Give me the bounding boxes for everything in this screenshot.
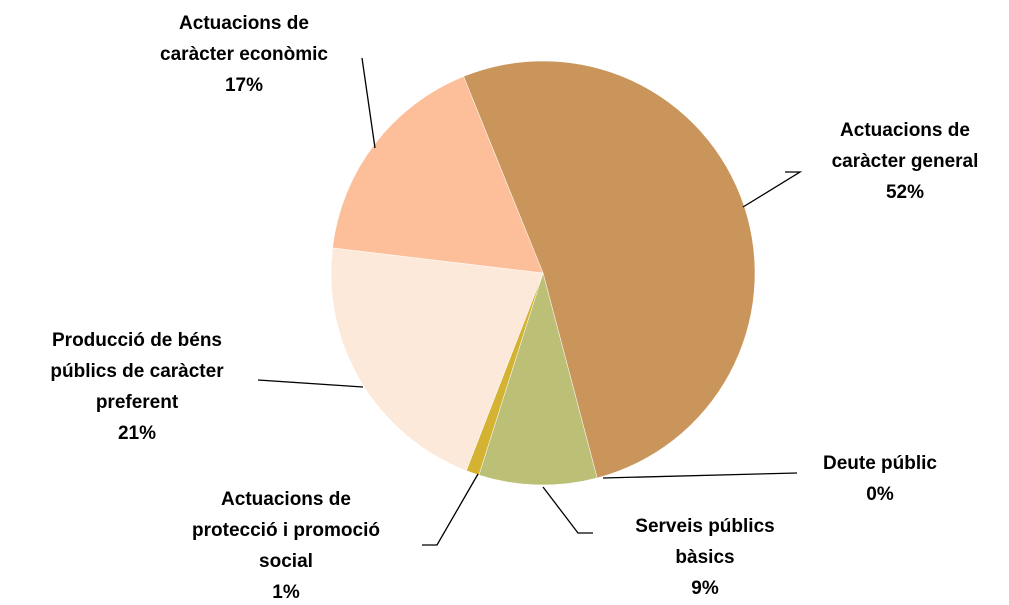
slice-label: Serveis públics bàsics 9% [635,511,774,604]
slice-name: Deute públic [822,453,938,474]
slice-label: Actuacions de caràcter general 52% [832,115,979,208]
slice-name: Serveis públics bàsics [635,516,775,568]
slice-label: Actuacions de protecció i promoció socia… [192,484,380,605]
leader-line [542,486,593,534]
pie-slice [478,272,598,486]
leader-line [361,57,376,149]
slice-label: Producció de béns públics de caràcter pr… [50,325,223,449]
slice-name: Actuacions de caràcter general [831,120,979,172]
slice-percent: 17% [224,75,264,96]
slice-label: Actuacions de caràcter econòmic 17% [160,8,328,101]
slice-percent: 0% [866,484,894,505]
leader-line [602,472,798,479]
slice-name: Actuacions de caràcter econòmic [160,13,328,65]
slice-percent: 1% [272,582,300,603]
slice-percent: 21% [117,423,157,444]
slice-name: Actuacions de protecció i promoció socia… [192,489,380,572]
slice-label: Deute públic 0% [823,448,937,510]
leader-lines [257,57,803,546]
slice-percent: 9% [691,578,719,599]
slice-percent: 52% [885,182,925,203]
pie-slice [330,247,544,471]
leader-line [742,171,803,208]
leader-line [257,379,364,388]
slice-name: Producció de béns públics de caràcter pr… [50,330,224,413]
leader-line [422,473,479,546]
